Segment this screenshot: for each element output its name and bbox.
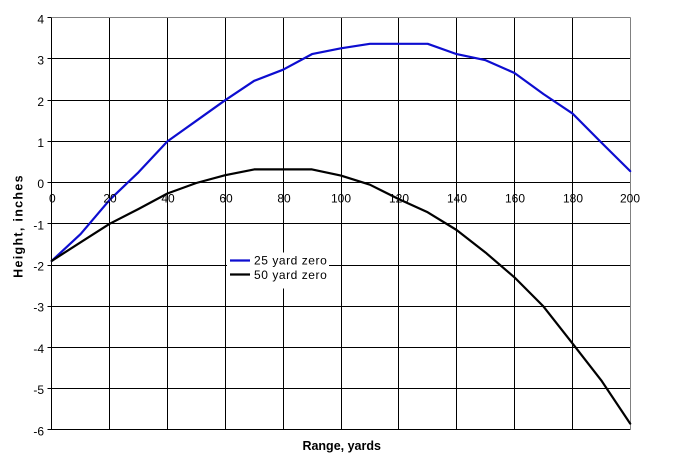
svg-text:80: 80 [277,192,291,206]
svg-text:4: 4 [37,12,44,26]
svg-text:1: 1 [37,136,44,150]
svg-text:-6: -6 [33,424,44,438]
svg-text:25 yard zero: 25 yard zero [254,254,327,268]
svg-text:140: 140 [447,192,467,206]
svg-text:2: 2 [37,95,44,109]
svg-text:20: 20 [103,192,117,206]
svg-text:Height, inches: Height, inches [12,174,26,278]
svg-text:160: 160 [505,192,525,206]
svg-text:0: 0 [37,177,44,191]
svg-text:200: 200 [620,192,640,206]
svg-text:3: 3 [37,54,44,68]
svg-text:120: 120 [389,192,409,206]
svg-text:100: 100 [331,192,351,206]
svg-text:-4: -4 [33,342,44,356]
svg-text:Range, yards: Range, yards [302,439,381,453]
svg-text:-5: -5 [33,383,44,397]
svg-text:0: 0 [49,192,56,206]
svg-text:180: 180 [563,192,583,206]
svg-text:-1: -1 [33,218,44,232]
svg-text:60: 60 [219,192,233,206]
svg-text:-3: -3 [33,301,44,315]
svg-text:50 yard zero: 50 yard zero [254,268,327,282]
svg-text:40: 40 [161,192,175,206]
svg-text:-2: -2 [33,260,44,274]
